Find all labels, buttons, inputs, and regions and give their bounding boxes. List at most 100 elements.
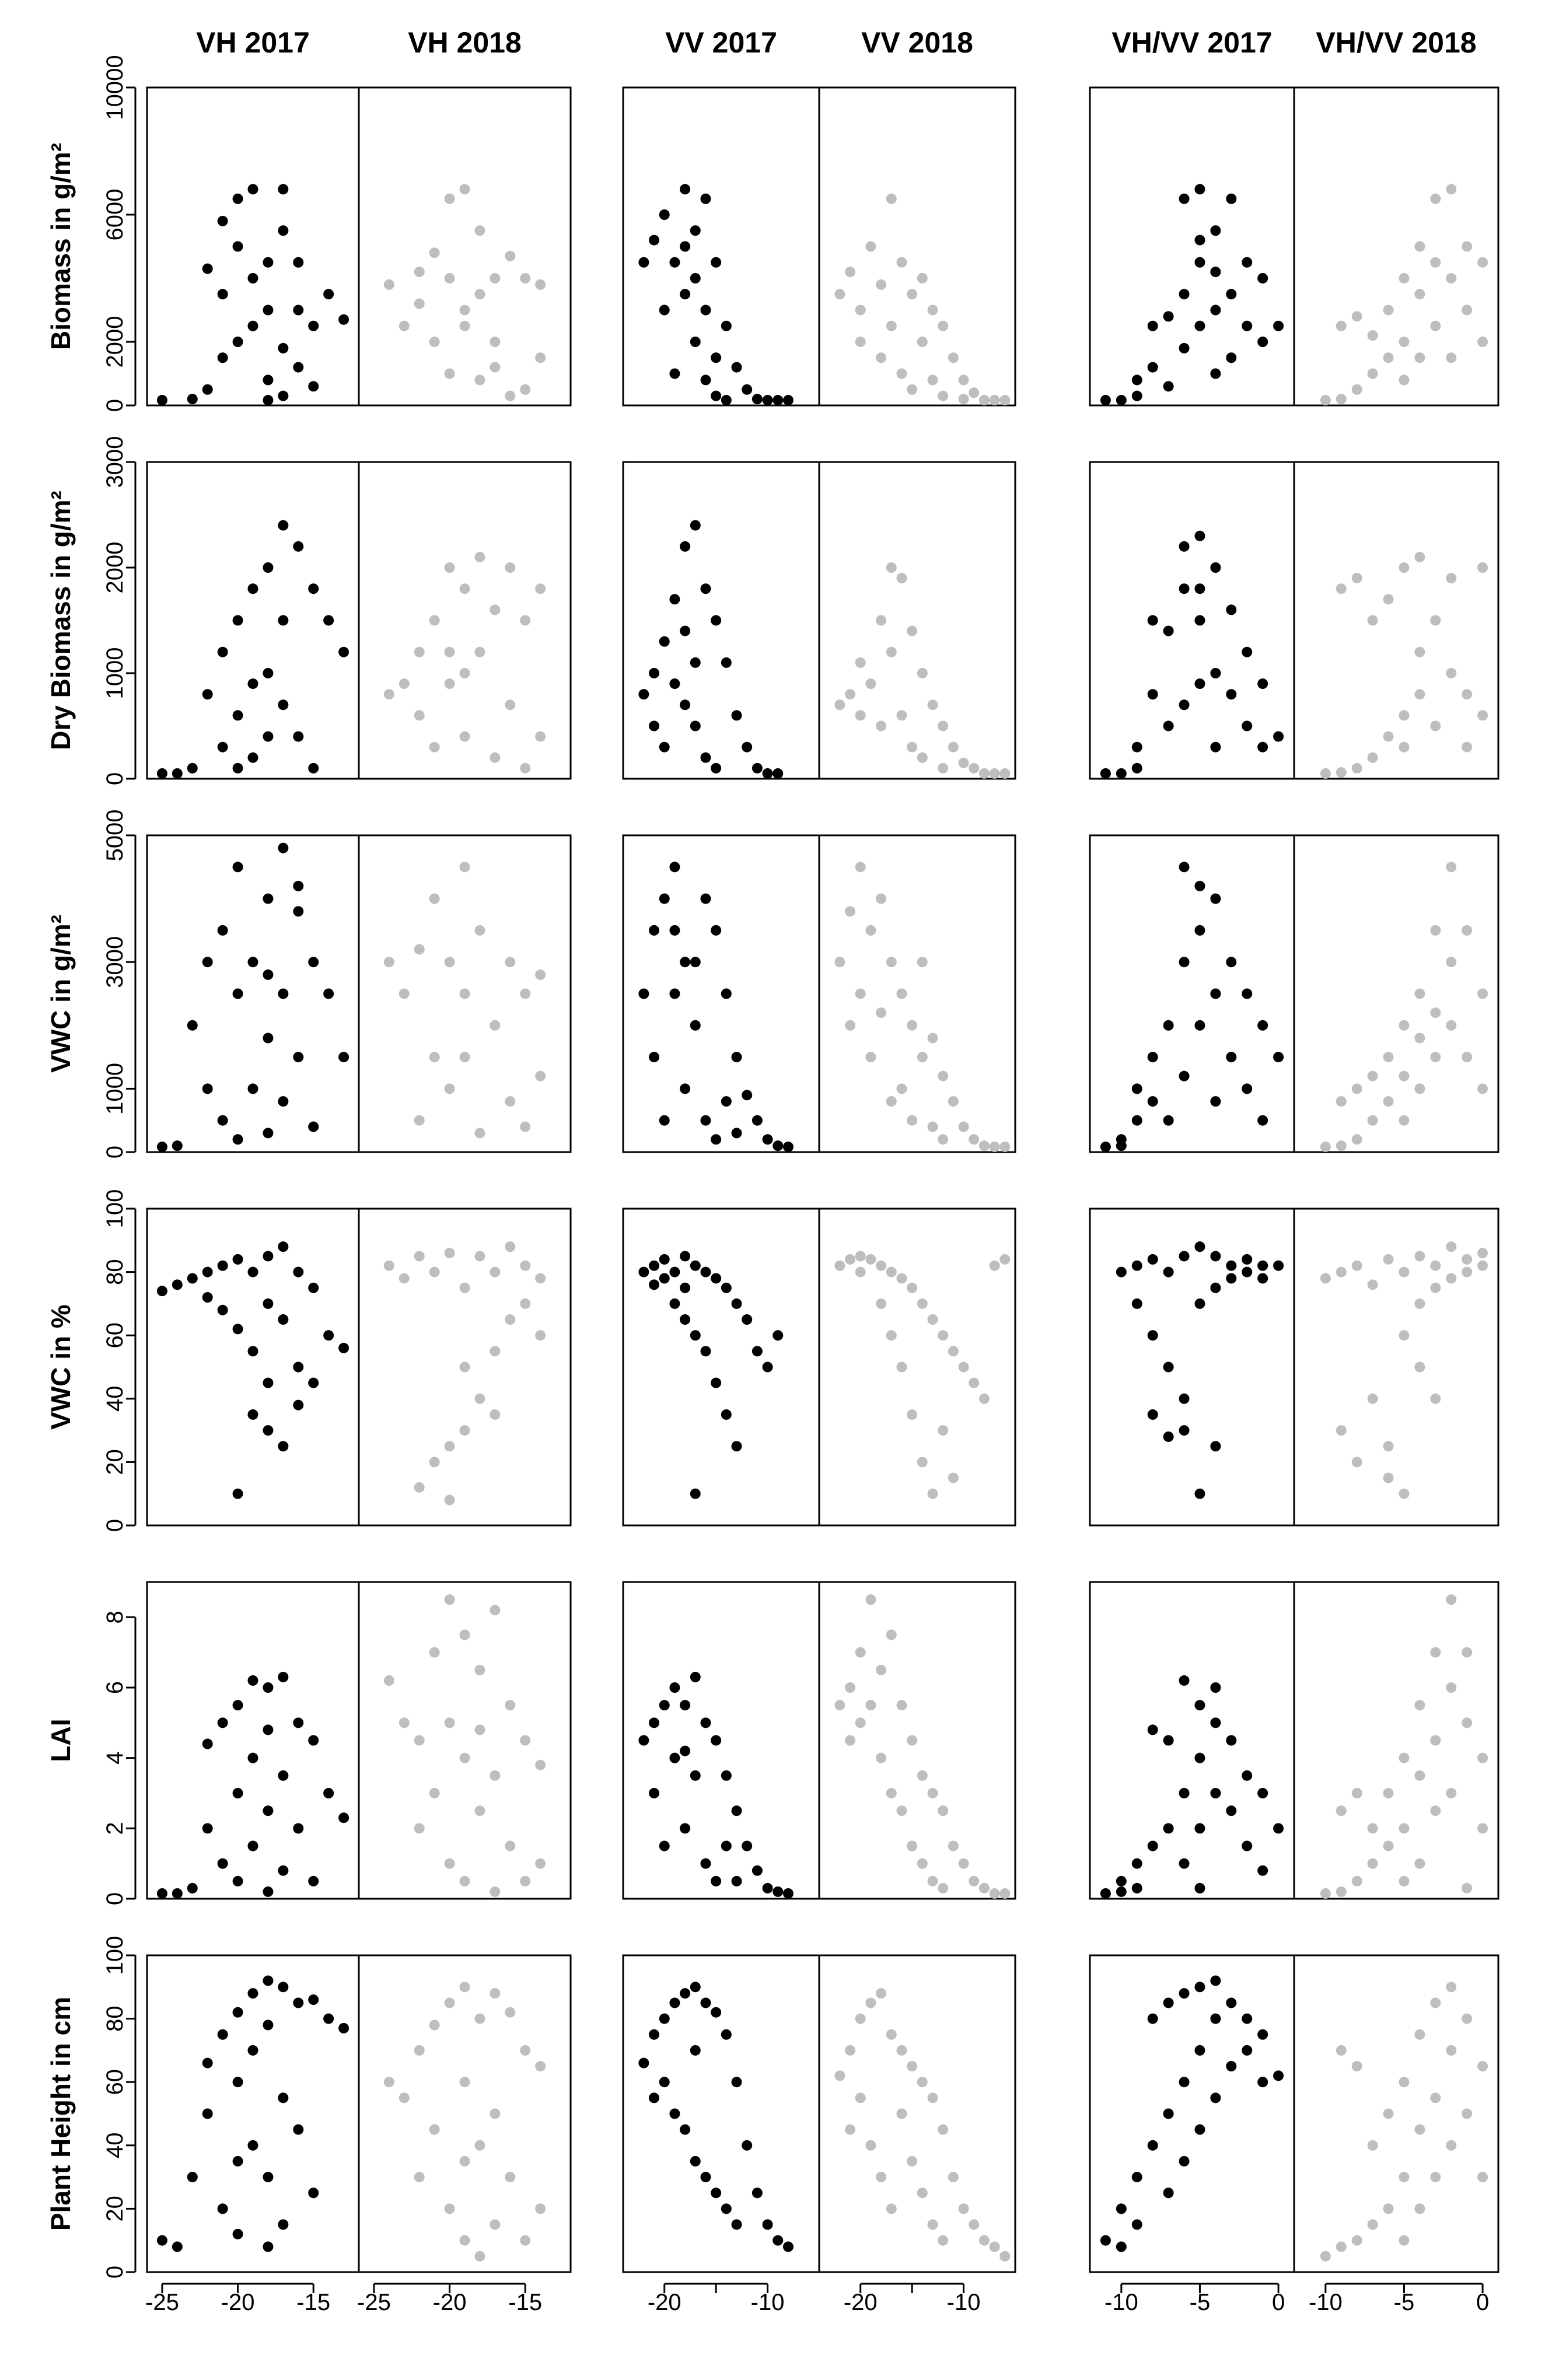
data-point <box>1194 184 1205 195</box>
data-point <box>1179 2155 1190 2166</box>
data-point <box>535 1273 546 1284</box>
data-point <box>711 925 722 936</box>
data-point <box>1462 1647 1473 1658</box>
data-point <box>1179 957 1190 968</box>
data-point <box>520 762 531 774</box>
data-point <box>1242 1254 1253 1265</box>
data-point <box>989 1888 1000 1899</box>
data-point <box>399 1273 410 1284</box>
data-point <box>1383 2108 1394 2119</box>
data-point <box>855 337 866 347</box>
data-point <box>247 2140 258 2151</box>
data-point <box>907 384 918 395</box>
data-point <box>444 1997 455 2008</box>
data-point <box>263 668 274 678</box>
data-point <box>414 1251 425 1262</box>
data-point <box>1399 1266 1410 1278</box>
data-point <box>896 368 907 379</box>
data-point <box>927 304 938 316</box>
data-point <box>711 257 722 268</box>
data-point <box>535 583 546 594</box>
data-point <box>1210 1682 1221 1693</box>
data-point <box>172 1888 183 1899</box>
data-point <box>1242 988 1253 999</box>
y-tick-label: 100 <box>102 1936 128 1975</box>
data-point <box>308 762 319 774</box>
data-point <box>1179 289 1190 300</box>
data-point <box>751 762 763 774</box>
data-point <box>217 1717 228 1728</box>
data-point <box>1336 2241 1347 2252</box>
data-point <box>156 395 167 405</box>
data-point <box>444 1594 455 1605</box>
data-point <box>338 1812 349 1824</box>
y-tick-label: 0 <box>102 2266 128 2278</box>
data-point <box>459 2235 470 2246</box>
data-point <box>917 957 928 968</box>
data-point <box>1446 573 1457 584</box>
data-point <box>700 583 711 594</box>
data-point <box>969 1134 980 1145</box>
data-point <box>700 1997 711 2008</box>
data-point <box>886 2203 897 2214</box>
data-point <box>1242 646 1253 657</box>
data-point <box>444 2203 455 2214</box>
data-point <box>202 1083 213 1094</box>
data-point <box>896 1362 907 1373</box>
data-point <box>1477 1260 1488 1271</box>
data-point <box>1430 720 1441 732</box>
data-point <box>876 2172 887 2183</box>
data-point <box>1194 1882 1205 1894</box>
data-point <box>520 1875 531 1887</box>
row-ylabel: Plant Height in cm <box>46 1997 76 2231</box>
x-tick-label: -10 <box>1104 2290 1138 2315</box>
data-point <box>731 710 742 721</box>
data-point <box>278 184 289 195</box>
data-point <box>680 1314 691 1325</box>
data-point <box>680 241 691 252</box>
data-point <box>232 241 243 252</box>
data-point <box>1210 1717 1221 1728</box>
data-point <box>1414 1858 1425 1869</box>
data-point <box>202 2057 213 2068</box>
data-point <box>978 1393 990 1404</box>
data-point <box>1210 1788 1221 1798</box>
data-point <box>855 1251 866 1262</box>
data-point <box>659 2013 670 2024</box>
data-point <box>293 362 304 373</box>
data-point <box>263 2020 274 2031</box>
data-point <box>927 1875 938 1887</box>
data-point <box>459 668 470 678</box>
data-point <box>383 957 394 968</box>
data-point <box>1477 2061 1488 2072</box>
data-point <box>474 1393 485 1404</box>
data-point <box>690 1770 701 1781</box>
data-point <box>1116 1266 1127 1278</box>
data-point <box>669 594 680 605</box>
x-tick-label: -10 <box>947 2290 981 2315</box>
data-point <box>1414 1298 1425 1309</box>
data-point <box>1210 2092 1221 2104</box>
data-point <box>669 368 680 379</box>
data-point <box>414 1115 425 1126</box>
data-point <box>700 1266 711 1278</box>
data-point <box>535 352 546 363</box>
data-point <box>865 2140 876 2151</box>
data-point <box>429 247 440 258</box>
data-point <box>278 1865 289 1876</box>
data-point <box>938 390 949 401</box>
data-point <box>338 1342 349 1353</box>
data-point <box>1194 1241 1205 1252</box>
data-point <box>1179 1675 1190 1686</box>
data-point <box>474 2013 485 2024</box>
y-tick-label: 20 <box>102 1449 128 1475</box>
data-point <box>490 1266 501 1278</box>
data-point <box>876 352 887 363</box>
data-point <box>1430 1805 1441 1817</box>
data-point <box>278 2219 289 2230</box>
data-point <box>680 289 691 300</box>
data-point <box>1477 257 1488 268</box>
data-point <box>855 1717 866 1728</box>
data-point <box>948 1472 959 1483</box>
data-point <box>535 1759 546 1770</box>
